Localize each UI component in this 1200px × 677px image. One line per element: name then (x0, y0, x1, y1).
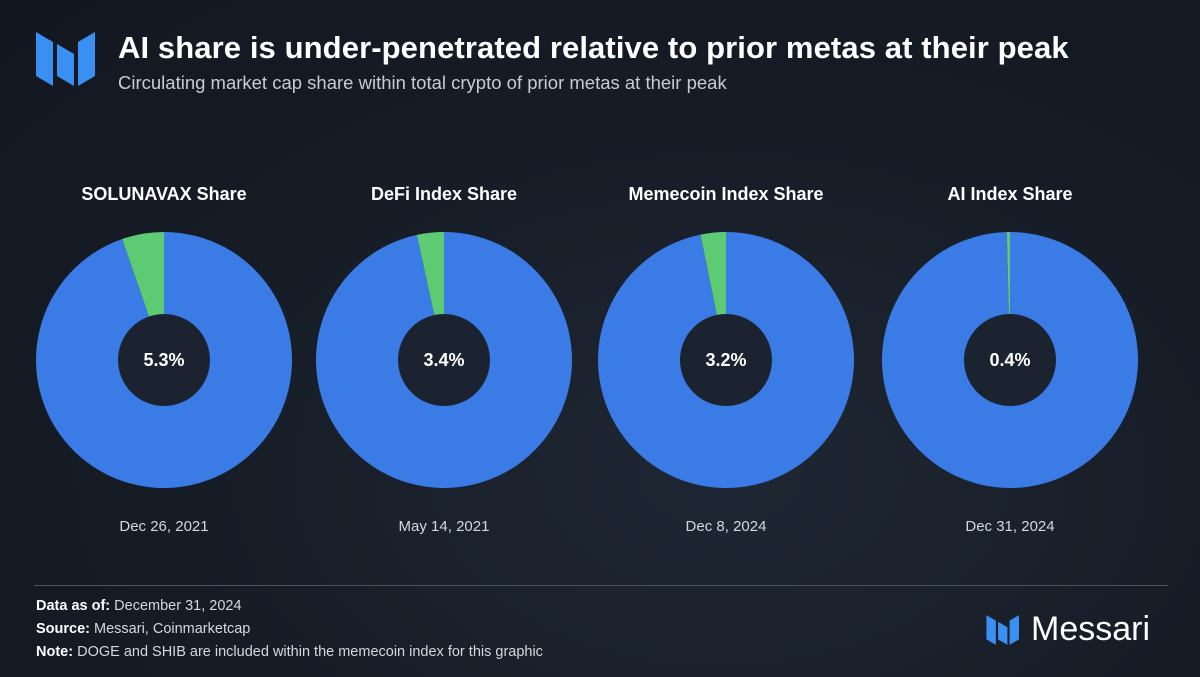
data-as-of-value: December 31, 2024 (114, 598, 242, 614)
pie-chart-defi: DeFi Index Share 3.4% May 14, 2021 (314, 180, 574, 540)
chart-date: May 14, 2021 (398, 518, 490, 535)
brand-mark: Messari (985, 608, 1175, 652)
data-label: 5.3% (143, 350, 185, 370)
pie-svg (316, 232, 572, 488)
chart-title: Memecoin Index Share (628, 184, 824, 204)
pie-svg (882, 232, 1138, 489)
data-label: 3.2% (705, 350, 747, 370)
note-line: Note: DOGE and SHIB are included within … (36, 641, 543, 664)
page-title: AI share is under-penetrated relative to… (118, 30, 1069, 65)
chart-title: SOLUNAVAX Share (81, 184, 247, 204)
chart-date: Dec 31, 2024 (965, 518, 1055, 535)
donut-hole (118, 314, 210, 406)
donut-hole (964, 314, 1056, 406)
footer-divider (34, 585, 1168, 586)
chart-title: AI Index Share (947, 184, 1073, 204)
brand-name: Messari (1031, 610, 1151, 648)
pie-chart-solunavax: SOLUNAVAX Share 5.3% Dec 26, 2021 (34, 180, 294, 540)
chart-date: Dec 26, 2021 (119, 518, 209, 535)
messari-logo-icon (36, 32, 95, 86)
donut-hole (680, 314, 772, 406)
pie-chart-memecoin: Memecoin Index Share 3.2% Dec 8, 2024 (596, 180, 856, 540)
chart-title: DeFi Index Share (370, 184, 518, 204)
data-as-of-line: Data as of: December 31, 2024 (36, 595, 543, 618)
data-label: 0.4% (989, 350, 1031, 370)
data-label: 3.4% (423, 350, 465, 370)
chart-date: Dec 8, 2024 (685, 518, 767, 535)
source-value: Messari, Coinmarketcap (94, 621, 251, 637)
note-label: Note: (36, 644, 74, 660)
pie-chart-ai: AI Index Share 0.4% Dec 31, 2024 (880, 180, 1140, 540)
pie-svg (598, 232, 854, 488)
note-value: DOGE and SHIB are included within the me… (77, 644, 543, 660)
source-line: Source: Messari, Coinmarketcap (36, 618, 543, 641)
donut-hole (398, 314, 490, 406)
page-subtitle: Circulating market cap share within tota… (118, 72, 727, 93)
source-label: Source: (36, 621, 90, 637)
footer-notes: Data as of: December 31, 2024 Source: Me… (36, 595, 543, 664)
data-as-of-label: Data as of: (36, 598, 111, 614)
messari-logo-icon (986, 615, 1019, 645)
pie-svg (36, 232, 293, 488)
